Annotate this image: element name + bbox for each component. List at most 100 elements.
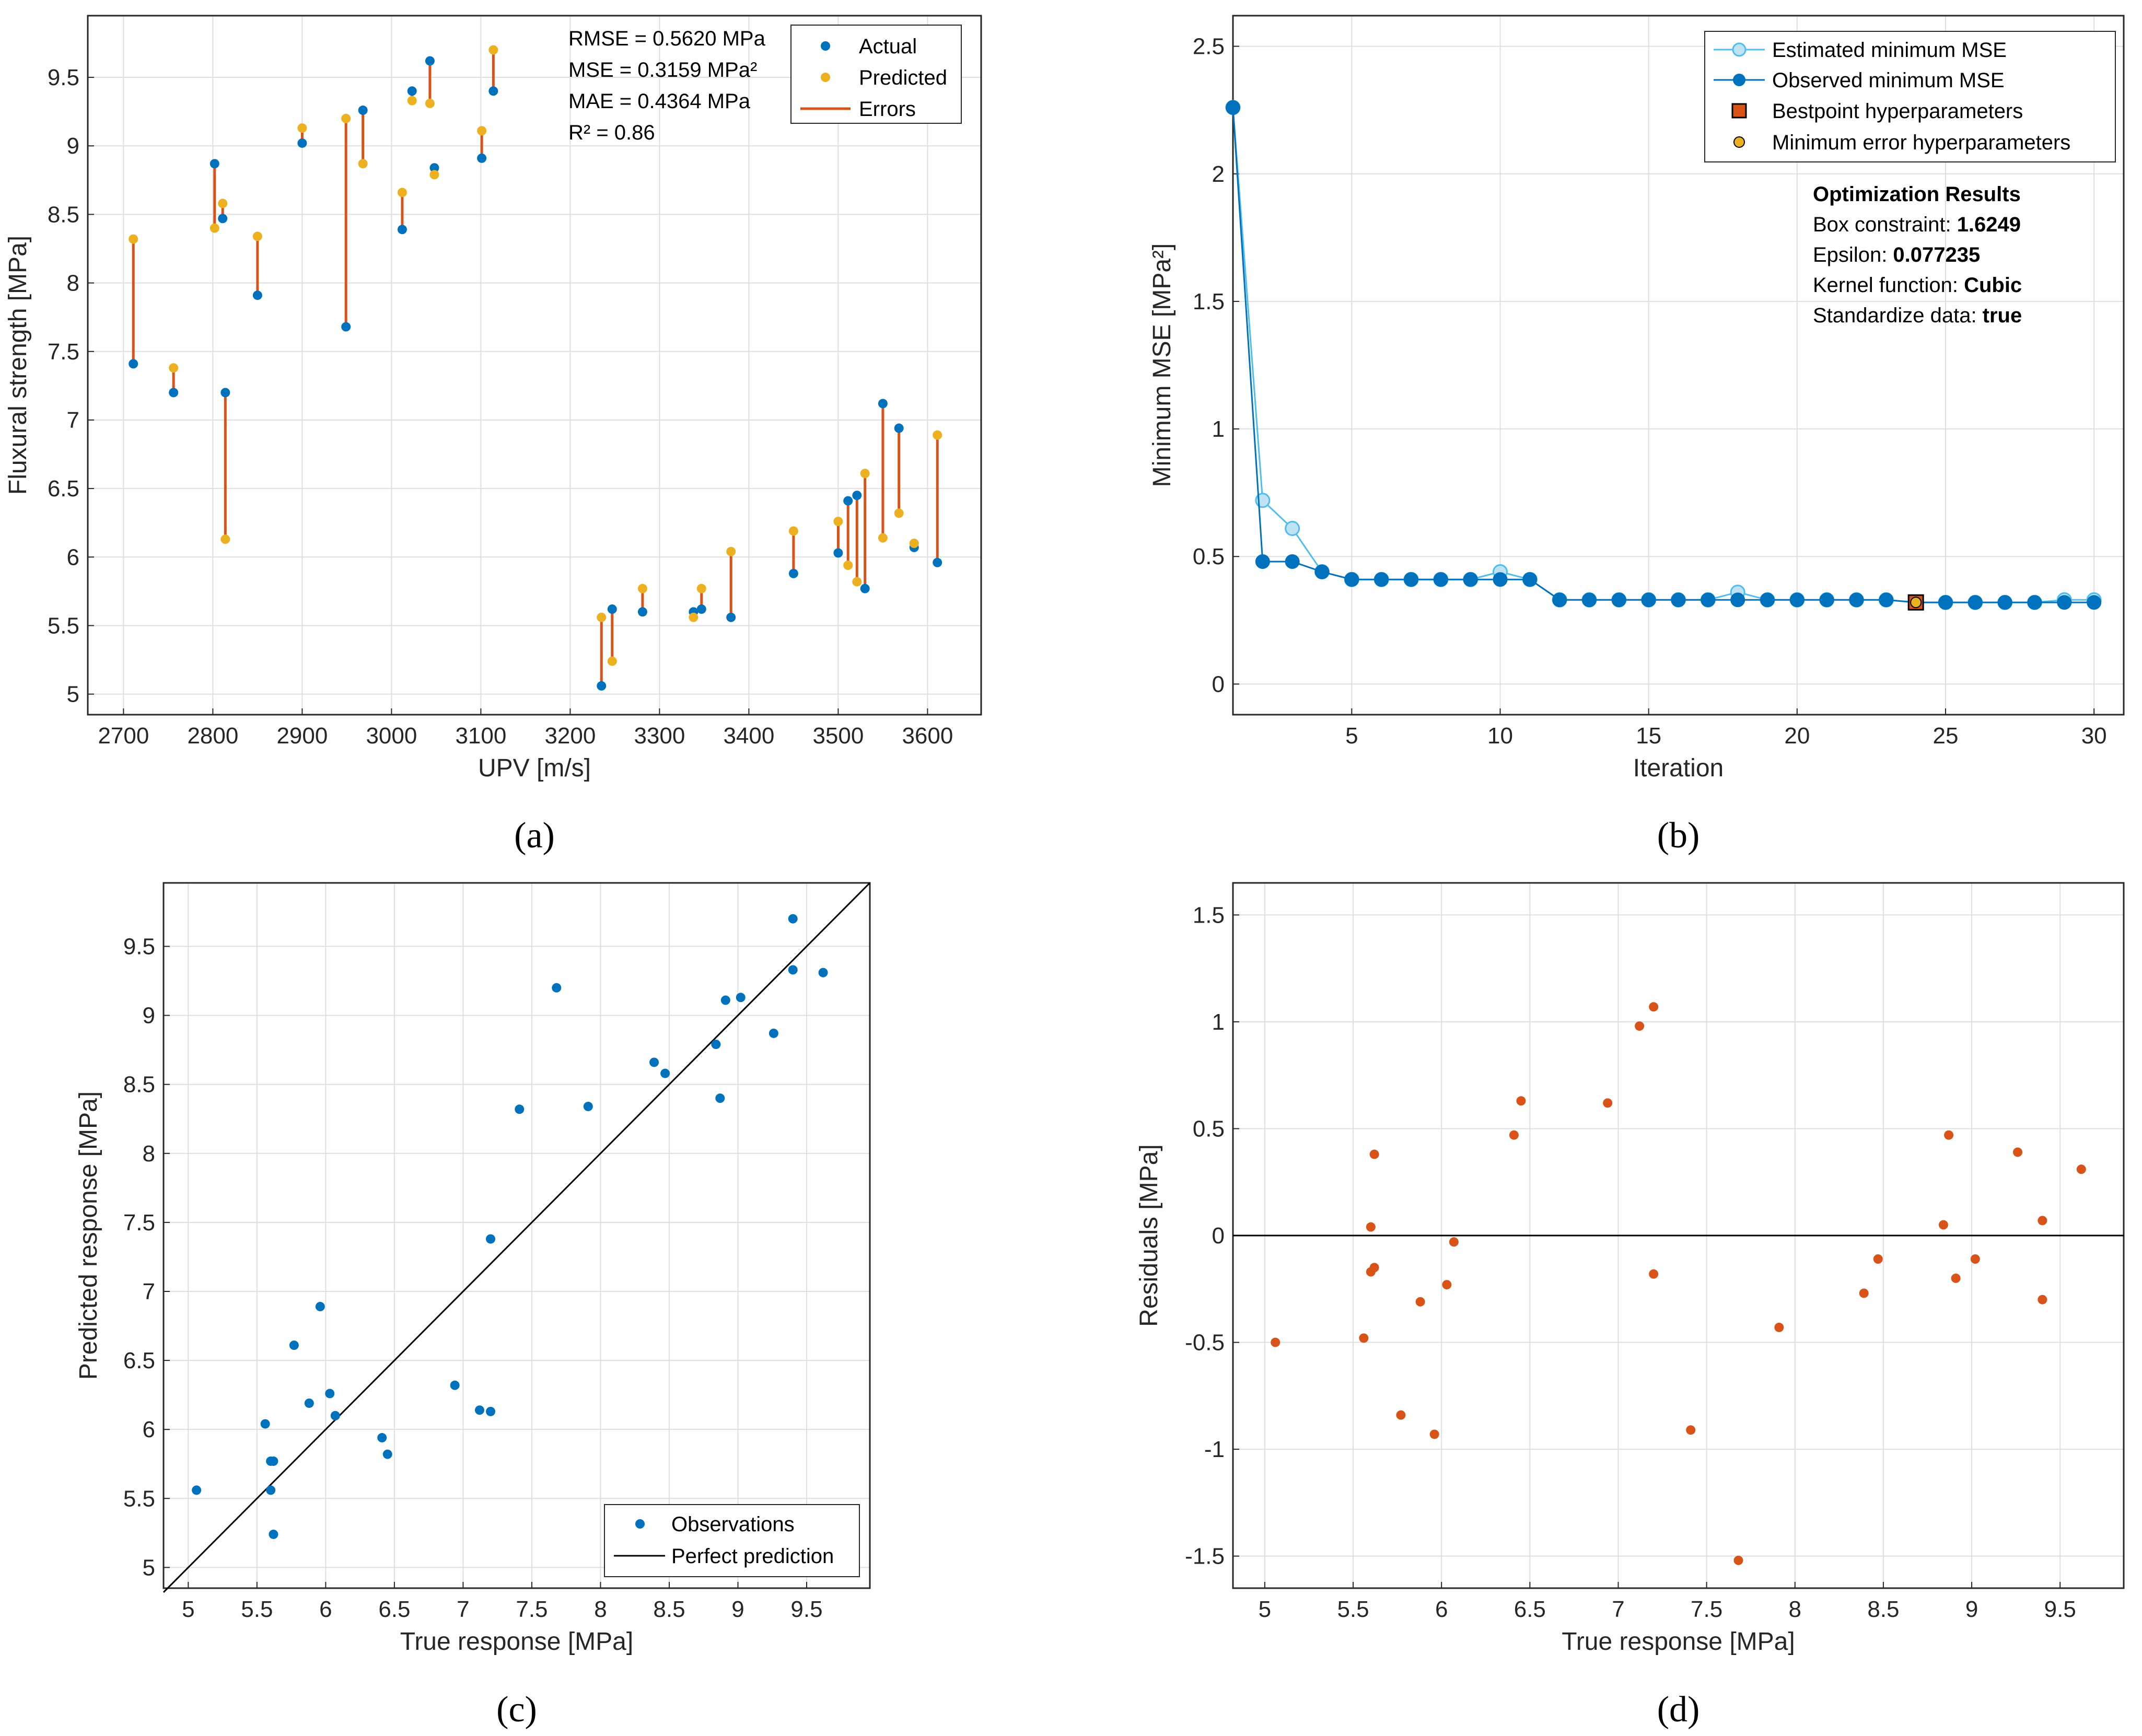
residual-point [1603,1098,1613,1108]
observed-mse-point [1226,100,1240,115]
residual-point [1859,1288,1869,1298]
x-axis-label: Iteration [1633,754,1724,782]
observation-point [377,1433,387,1443]
actual-point [843,496,853,506]
axes-frame [87,15,982,716]
observed-mse-point [1789,592,1805,608]
actual-point [860,584,870,593]
results-row: Epsilon: 0.077235 [1813,243,1980,266]
y-tick-label: 6 [143,1417,155,1442]
predicted-point [397,188,407,197]
y-tick-label: 7.5 [48,339,79,365]
panel-b-optimization-convergence: 5 10 15 20 25 30 0 0.5 1 1.5 2 2.5 Iteration Minimum … [1148,15,2125,856]
predicted-point [788,526,798,536]
x-tick-label: 20 [1784,723,1810,749]
observed-mse-point [1433,572,1448,587]
observed-mse-point [1701,592,1716,608]
observed-mse-point [1879,592,1894,608]
y-tick-label: 0 [1212,1223,1225,1249]
x-axis-label: True response [MPa] [1562,1628,1795,1656]
predicted-point [878,533,888,543]
y-tick-label: 9 [143,1003,155,1029]
x-tick-label: 9 [731,1597,744,1622]
y-tick-label: 6 [67,544,79,570]
observation-point [304,1398,314,1408]
y-tick-label: 7.5 [123,1210,155,1236]
panel-caption: (b) [1657,815,1700,856]
observed-mse-point [2057,595,2072,610]
residual-point [1359,1333,1369,1343]
predicted-point [933,430,942,440]
observation-point [260,1419,270,1429]
y-tick-label: 0.5 [1193,1116,1225,1141]
observation-point [382,1449,392,1459]
predicted-point [696,584,706,593]
observed-mse-point [1285,554,1300,569]
predicted-point [909,539,919,549]
observed-mse-point [1730,592,1745,608]
x-tick-label: 5.5 [1337,1597,1369,1622]
predicted-point [425,98,435,108]
predicted-point [477,126,487,136]
observed-mse-point [1493,572,1508,587]
actual-point [833,548,843,558]
legend-predicted-marker [821,73,830,82]
actual-point [696,604,706,614]
observation-point [269,1456,278,1466]
residual-point [1970,1254,1980,1264]
x-tick-label: 7.5 [1691,1597,1722,1622]
y-tick-label: 0.5 [1193,544,1225,569]
residual-point [1938,1220,1948,1230]
residual-point [1944,1130,1954,1140]
observed-mse-point [1522,572,1538,587]
results-row: Standardize data: true [1813,304,2022,327]
stats-text: RMSE = 0.5620 MPa [568,27,766,50]
observation-point [660,1068,670,1078]
y-tick-label: 8.5 [48,202,79,227]
observed-mse-point [1582,592,1597,608]
legend-box [604,1504,860,1577]
perfect-prediction-line [162,882,871,1593]
legend-estimated-marker [1732,42,1747,57]
panel-caption: (c) [496,1690,537,1730]
legend-label: Bestpoint hyperparameters [1772,100,2023,123]
legend-label: Estimated minimum MSE [1772,39,2007,62]
x-tick-label: 6 [1435,1597,1448,1622]
actual-point [788,568,798,578]
x-tick-label: 3200 [544,723,596,749]
residual-point [1733,1555,1743,1565]
x-tick-label: 8 [1789,1597,1801,1622]
predicted-point [218,199,228,208]
legend-label: Actual [859,35,917,58]
x-tick-label: 5 [1345,723,1358,749]
residual-point [1429,1429,1439,1439]
observation-point [583,1101,593,1111]
residual-point [1635,1021,1645,1031]
actual-point [878,399,888,409]
observation-point [649,1057,659,1067]
observation-point [450,1380,460,1390]
observation-point [474,1405,484,1415]
predicted-point [894,508,904,518]
y-tick-label: 1 [1212,1009,1225,1035]
y-tick-label: 2.5 [1193,34,1225,60]
residual-point [1415,1297,1425,1307]
x-tick-label: 7.5 [516,1597,548,1622]
stats-text: MSE = 0.3159 MPa² [568,59,757,81]
x-tick-label: 10 [1487,723,1513,749]
predicted-point [860,469,870,479]
y-tick-label: 7 [143,1279,155,1304]
x-tick-label: 30 [2081,723,2107,749]
actual-point [407,86,417,96]
observed-mse-point [1374,572,1389,587]
residual-point [1686,1425,1696,1435]
y-tick-label: 1.5 [1193,902,1225,928]
y-tick-label: 5 [67,682,79,707]
legend-label: Minimum error hyperparameters [1772,131,2070,154]
legend-box [1704,31,2116,162]
observation-point [788,965,798,975]
x-axis-label: UPV [m/s] [478,754,591,782]
predicted-point [407,96,417,106]
observation-point [552,983,562,993]
observed-mse-point [2087,595,2102,610]
